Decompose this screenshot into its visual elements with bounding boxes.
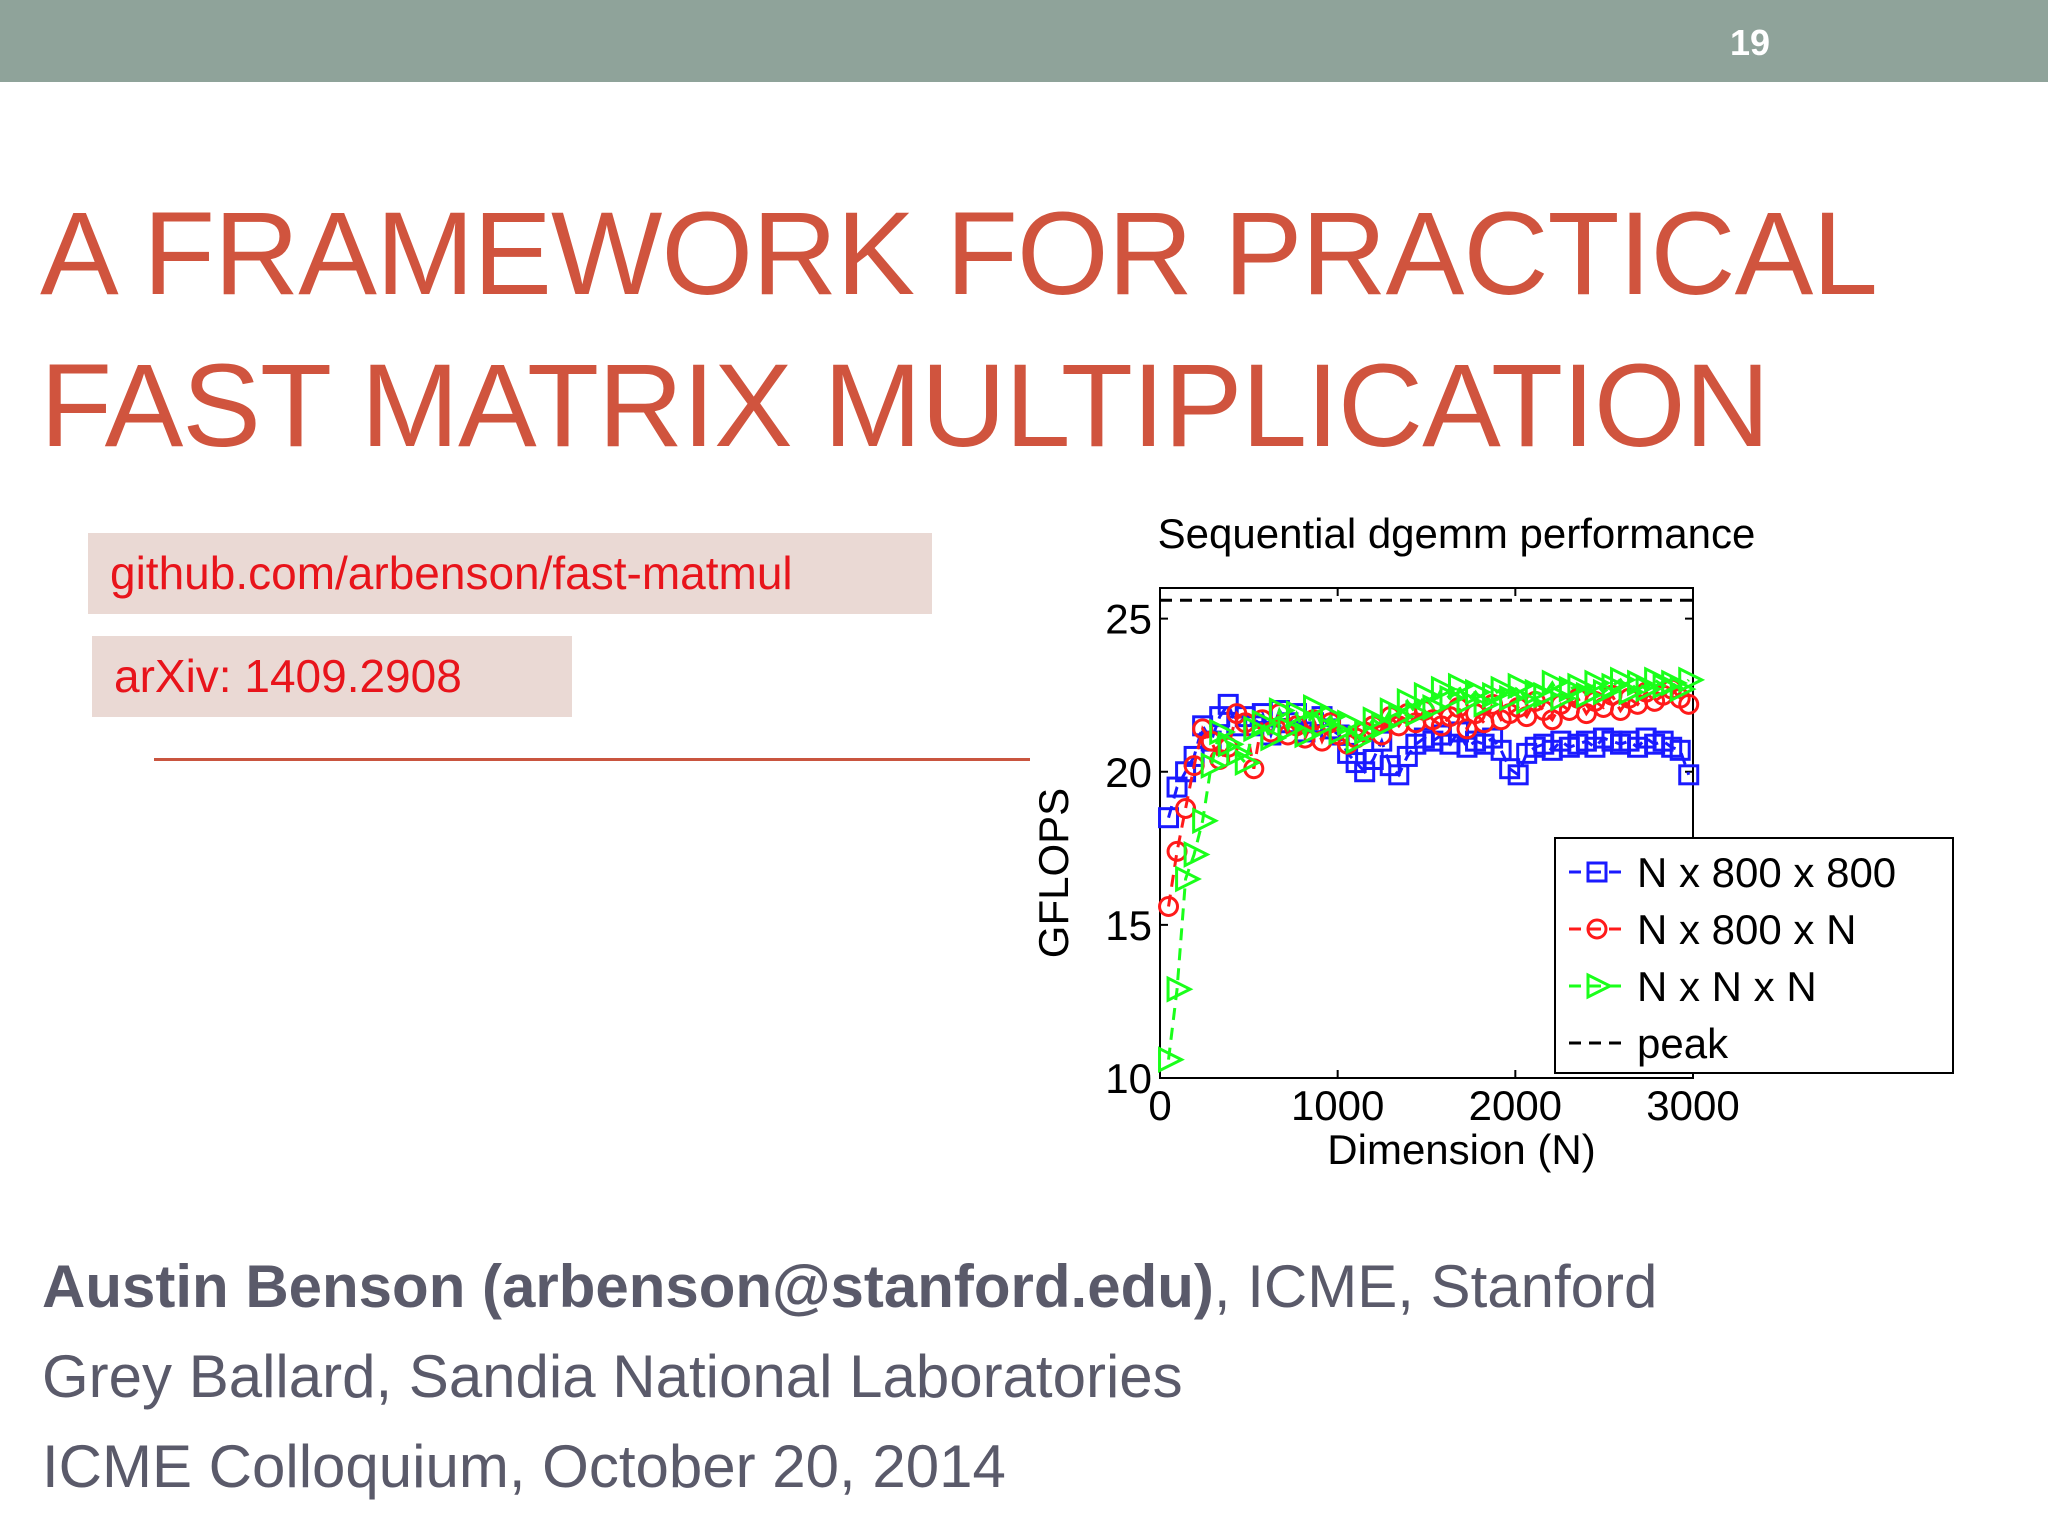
data-point: [1158, 896, 1180, 917]
data-point: [1575, 681, 1603, 709]
divider-rule: [154, 758, 1030, 761]
plot-frame: [1159, 587, 1694, 1079]
series-n-x-n-x-n: [1158, 666, 1706, 1074]
data-point: [1499, 684, 1527, 712]
author-name: Austin Benson (arbenson@stanford.edu): [42, 1253, 1214, 1320]
y-axis-label: GFLOPS: [1030, 788, 1077, 958]
data-point: [1601, 672, 1629, 700]
slide-number: 19: [1729, 22, 1771, 63]
x-tick-label: 2000: [1469, 1082, 1562, 1129]
legend-label: peak: [1637, 1020, 1729, 1067]
data-point: [1635, 675, 1663, 703]
y-tick-label: 25: [1105, 596, 1152, 643]
data-point: [1669, 739, 1691, 761]
legend-label: N x 800 x N: [1637, 906, 1856, 953]
data-point: [1567, 672, 1595, 700]
legend-label: N x N x N: [1637, 963, 1817, 1010]
x-tick-label: 3000: [1646, 1082, 1739, 1129]
data-point: [1260, 724, 1288, 752]
slide-title-line-2: FAST MATRIX MULTIPLICATION: [40, 340, 1770, 472]
data-point: [1627, 669, 1654, 697]
data-point: [1533, 681, 1561, 709]
data-point: [1482, 681, 1509, 709]
data-point: [1337, 709, 1364, 737]
data-point: [1166, 975, 1194, 1003]
data-point: [1430, 675, 1458, 703]
data-point: [1592, 678, 1620, 706]
legend-label: N x 800 x 800: [1637, 849, 1896, 896]
data-point: [1396, 687, 1424, 715]
data-point: [1158, 807, 1180, 829]
data-point: [1507, 764, 1529, 786]
data-point: [1200, 752, 1228, 780]
top-bar: 19: [0, 0, 2048, 82]
data-point: [1303, 694, 1330, 721]
author-affiliation: , ICME, Stanford: [1213, 1253, 1658, 1320]
data-point: [1516, 687, 1544, 715]
data-point: [1490, 675, 1518, 703]
legend-swatch-marker: [1586, 918, 1608, 940]
data-point: [1226, 739, 1254, 767]
y-tick-label: 15: [1105, 902, 1152, 949]
github-link[interactable]: github.com/arbenson/fast-matmul: [88, 533, 932, 614]
data-point: [1268, 697, 1296, 724]
data-point: [1345, 727, 1373, 755]
data-point: [1439, 684, 1467, 712]
data-point: [1175, 798, 1197, 819]
data-point: [1328, 718, 1356, 746]
data-point: [1678, 764, 1700, 786]
data-point: [1610, 666, 1637, 694]
x-tick-label: 0: [1148, 1082, 1171, 1129]
data-point: [1473, 690, 1501, 718]
data-point: [1234, 749, 1262, 776]
data-point: [1541, 669, 1569, 697]
data-point: [1294, 721, 1322, 749]
author-line: Austin Benson (arbenson@stanford.edu), I…: [42, 1252, 1657, 1321]
data-point: [1209, 718, 1237, 746]
data-point: [1183, 841, 1211, 868]
data-point: [1550, 684, 1578, 712]
legend-swatch-marker: [1586, 972, 1614, 1000]
coauthor-line: Grey Ballard, Sandia National Laboratori…: [42, 1343, 1183, 1410]
event-line: ICME Colloquium, October 20, 2014: [42, 1433, 1006, 1500]
data-point: [1285, 700, 1313, 727]
slide-title: A FRAMEWORK FOR PRACTICAL FAST MATRIX MU…: [40, 178, 2020, 482]
data-point: [1354, 718, 1382, 746]
data-point: [1669, 675, 1697, 703]
dgemm-performance-chart: Sequential dgemm performance 0 1000 2000 300…: [1030, 510, 1954, 1173]
legend-box: [1554, 837, 1954, 1074]
data-point: [1661, 669, 1689, 697]
data-point: [1158, 1046, 1185, 1074]
x-axis-label: Dimension (N): [1327, 1126, 1595, 1173]
data-point: [1678, 693, 1700, 715]
data-point: [1447, 672, 1475, 700]
data-point: [1243, 715, 1271, 743]
legend-swatch-marker: [1586, 861, 1608, 883]
data-point: [1456, 687, 1484, 715]
y-tick-label: 20: [1105, 749, 1152, 796]
slide-title-line-1: A FRAMEWORK FOR PRACTICAL: [40, 188, 1878, 320]
data-point: [1465, 678, 1492, 706]
data-point: [1175, 865, 1202, 893]
data-point: [1678, 666, 1706, 694]
x-tick-label: 1000: [1291, 1082, 1384, 1129]
data-point: [1362, 706, 1390, 734]
data-point: [1217, 730, 1245, 758]
data-point: [1584, 669, 1612, 697]
data-point: [1413, 681, 1441, 709]
chart-title: Sequential dgemm performance: [1158, 510, 1756, 557]
data-point: [1422, 694, 1450, 721]
data-point: [1311, 712, 1339, 740]
data-point: [1192, 807, 1219, 835]
arxiv-link[interactable]: arXiv: 1409.2908: [92, 636, 572, 717]
y-tick-label: 10: [1105, 1055, 1152, 1102]
data-point: [1644, 666, 1671, 694]
data-point: [1405, 700, 1433, 727]
data-point: [1618, 678, 1646, 706]
data-point: [1507, 672, 1535, 700]
data-point: [1379, 697, 1407, 724]
